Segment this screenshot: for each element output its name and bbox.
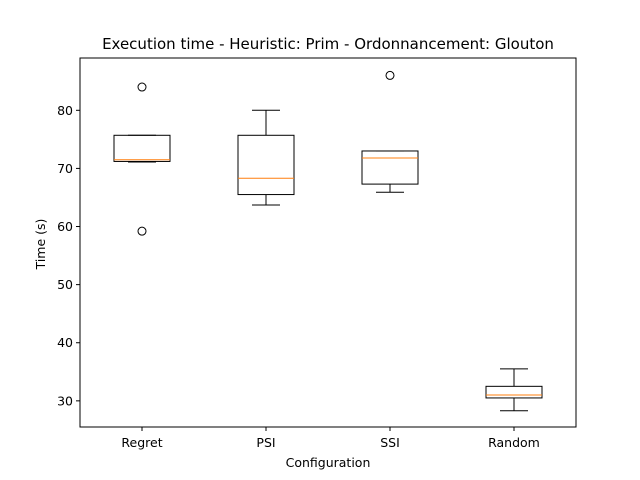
y-tick-label: 50 xyxy=(57,277,73,292)
box xyxy=(237,134,295,196)
chart-title: Execution time - Heuristic: Prim - Ordon… xyxy=(102,35,554,53)
y-tick-label: 60 xyxy=(57,219,73,234)
x-tick-label: PSI xyxy=(256,435,275,450)
x-tick-label: Regret xyxy=(121,435,162,450)
y-tick-label: 70 xyxy=(57,161,73,176)
outlier-point xyxy=(137,82,147,92)
plot-area: 30 40 50 60 70 80 Regret PSI SSI Random xyxy=(57,70,543,450)
x-axis-label: Configuration xyxy=(286,455,371,470)
box xyxy=(361,150,419,185)
x-tick-label: Random xyxy=(488,435,540,450)
box xyxy=(113,134,171,162)
y-tick-label: 80 xyxy=(57,103,73,118)
y-tick-label: 30 xyxy=(57,393,73,408)
axes-frame xyxy=(79,57,577,428)
outlier-point xyxy=(137,226,147,236)
y-axis-label: Time (s) xyxy=(33,219,48,271)
y-tick-label: 40 xyxy=(57,335,73,350)
box xyxy=(485,385,543,399)
x-tick-label: SSI xyxy=(380,435,400,450)
outlier-point xyxy=(385,70,395,80)
